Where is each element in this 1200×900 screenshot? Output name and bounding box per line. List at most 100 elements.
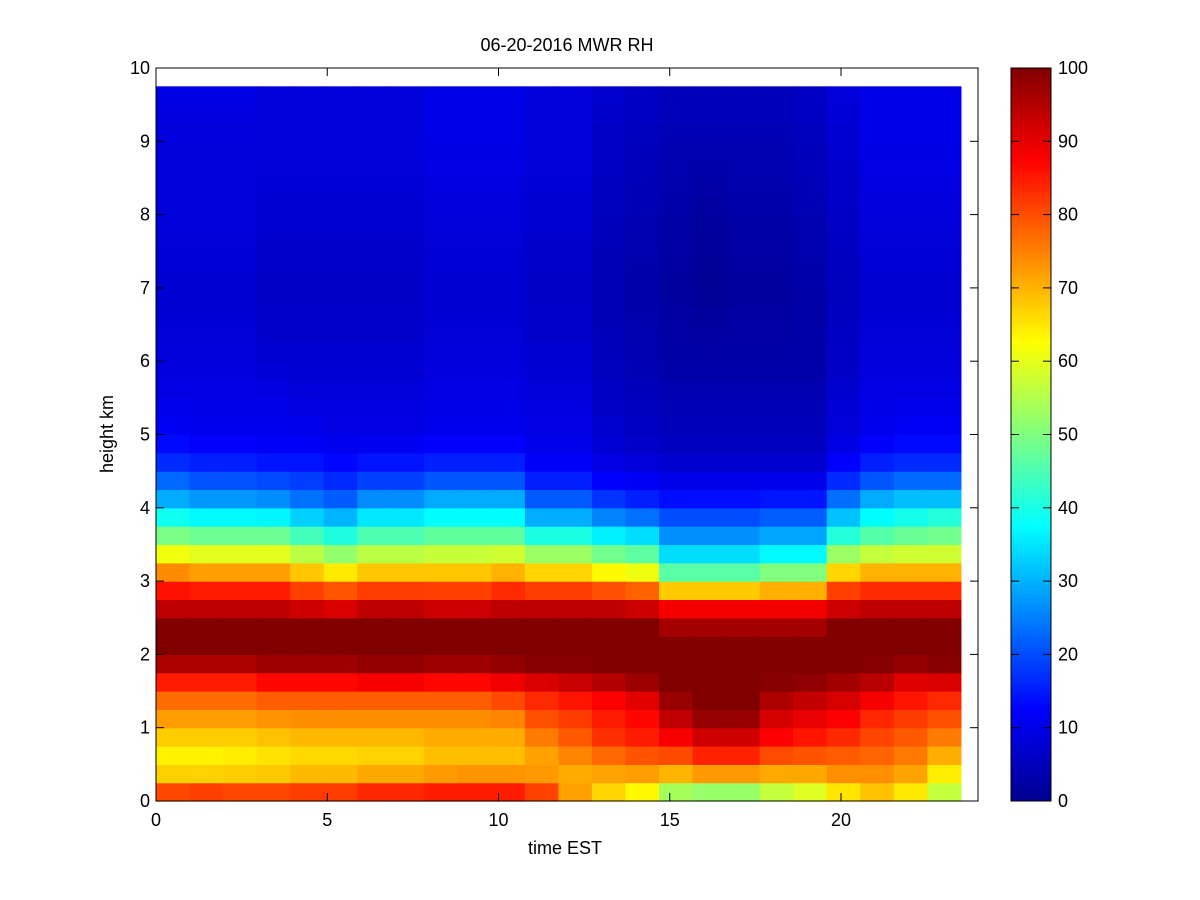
heatmap-cell [390, 434, 425, 454]
heatmap-cell [323, 342, 358, 362]
heatmap-cell [759, 251, 794, 271]
heatmap-cell [457, 526, 492, 546]
heatmap-cell [357, 141, 392, 161]
heatmap-cell [223, 177, 258, 197]
heatmap-cell [357, 654, 392, 674]
heatmap-cell [659, 86, 694, 106]
heatmap-cell [524, 654, 560, 674]
heatmap-cell [558, 269, 593, 289]
heatmap-cell [893, 232, 928, 252]
heatmap-cell [826, 141, 861, 161]
heatmap-cell [491, 434, 526, 454]
heatmap-cell [189, 159, 224, 179]
heatmap-cell [290, 324, 325, 344]
heatmap-cell [692, 764, 727, 784]
heatmap-cell [524, 287, 560, 307]
heatmap-cell [390, 287, 425, 307]
heatmap-cell [625, 691, 660, 710]
heatmap-cell [692, 599, 727, 619]
heatmap-cell [860, 214, 895, 234]
heatmap-cell [558, 196, 593, 216]
heatmap-cell [189, 251, 224, 271]
heatmap-cell [457, 507, 492, 527]
heatmap-cell [424, 544, 459, 564]
heatmap-cell [726, 86, 761, 106]
heatmap-cell [223, 654, 258, 674]
heatmap-cell [659, 617, 694, 637]
heatmap-cell [927, 727, 962, 747]
y-tick-label: 10 [130, 58, 150, 78]
heatmap-cell [558, 526, 593, 546]
heatmap-cell [223, 746, 258, 765]
heatmap-cell [625, 489, 660, 509]
heatmap-cell [424, 86, 459, 106]
heatmap-cell [927, 764, 962, 784]
heatmap-cell [860, 122, 895, 142]
heatmap-cell [323, 764, 358, 784]
heatmap-cell [927, 691, 962, 710]
heatmap-cell [290, 526, 325, 546]
heatmap-cell [357, 562, 392, 582]
heatmap-cell [726, 269, 761, 289]
heatmap-cell [223, 416, 258, 436]
heatmap-cell [893, 434, 928, 454]
heatmap-cell [189, 526, 224, 546]
heatmap-cell [390, 196, 425, 216]
heatmap-cell [625, 727, 660, 747]
heatmap-cell [659, 342, 694, 362]
heatmap-cell [424, 342, 459, 362]
heatmap-cell [223, 599, 258, 619]
heatmap-cell [558, 709, 593, 729]
heatmap-cell [558, 141, 593, 161]
heatmap-cell [659, 379, 694, 399]
heatmap-cell [893, 86, 928, 106]
heatmap-cell [860, 416, 895, 436]
heatmap-cell [223, 251, 258, 271]
heatmap-cell [927, 636, 962, 655]
heatmap-cell [491, 269, 526, 289]
heatmap-cell [591, 709, 627, 729]
heatmap-cell [189, 617, 224, 637]
heatmap-cell [357, 324, 392, 344]
heatmap-cell [860, 452, 895, 472]
heatmap-cell [591, 489, 627, 509]
heatmap-cell [256, 361, 291, 381]
heatmap-cell [659, 526, 694, 546]
heatmap-cell [893, 306, 928, 326]
heatmap-cell [156, 709, 191, 729]
heatmap-cell [558, 306, 593, 326]
heatmap-cell [591, 269, 627, 289]
heatmap-cell [692, 782, 727, 802]
heatmap-cell [290, 452, 325, 472]
heatmap-cell [692, 526, 727, 546]
heatmap-cell [256, 214, 291, 234]
heatmap-cell [156, 507, 191, 527]
heatmap-cell [591, 581, 627, 601]
heatmap-cell [524, 397, 560, 417]
heatmap-cell [390, 159, 425, 179]
heatmap-cell [759, 287, 794, 307]
heatmap-cell [524, 379, 560, 399]
heatmap-cell [524, 489, 560, 509]
colorbar-tick-label: 40 [1058, 498, 1078, 518]
heatmap-cell [726, 232, 761, 252]
heatmap-cell [659, 654, 694, 674]
heatmap-cell [759, 782, 794, 802]
heatmap-cell [726, 324, 761, 344]
heatmap-cell [491, 232, 526, 252]
heatmap-cell [323, 159, 358, 179]
heatmap-cell [256, 709, 291, 729]
heatmap-cell [223, 342, 258, 362]
colorbar-tick-label: 90 [1058, 131, 1078, 151]
heatmap-cell [457, 544, 492, 564]
heatmap-cell [223, 782, 258, 802]
heatmap-cell [893, 691, 928, 710]
heatmap-cell [491, 452, 526, 472]
heatmap-cell [726, 342, 761, 362]
heatmap-cell [524, 709, 560, 729]
heatmap-cell [759, 636, 794, 655]
heatmap-cell [692, 452, 727, 472]
heatmap-cell [591, 434, 627, 454]
heatmap-cell [189, 452, 224, 472]
heatmap-cell [189, 342, 224, 362]
